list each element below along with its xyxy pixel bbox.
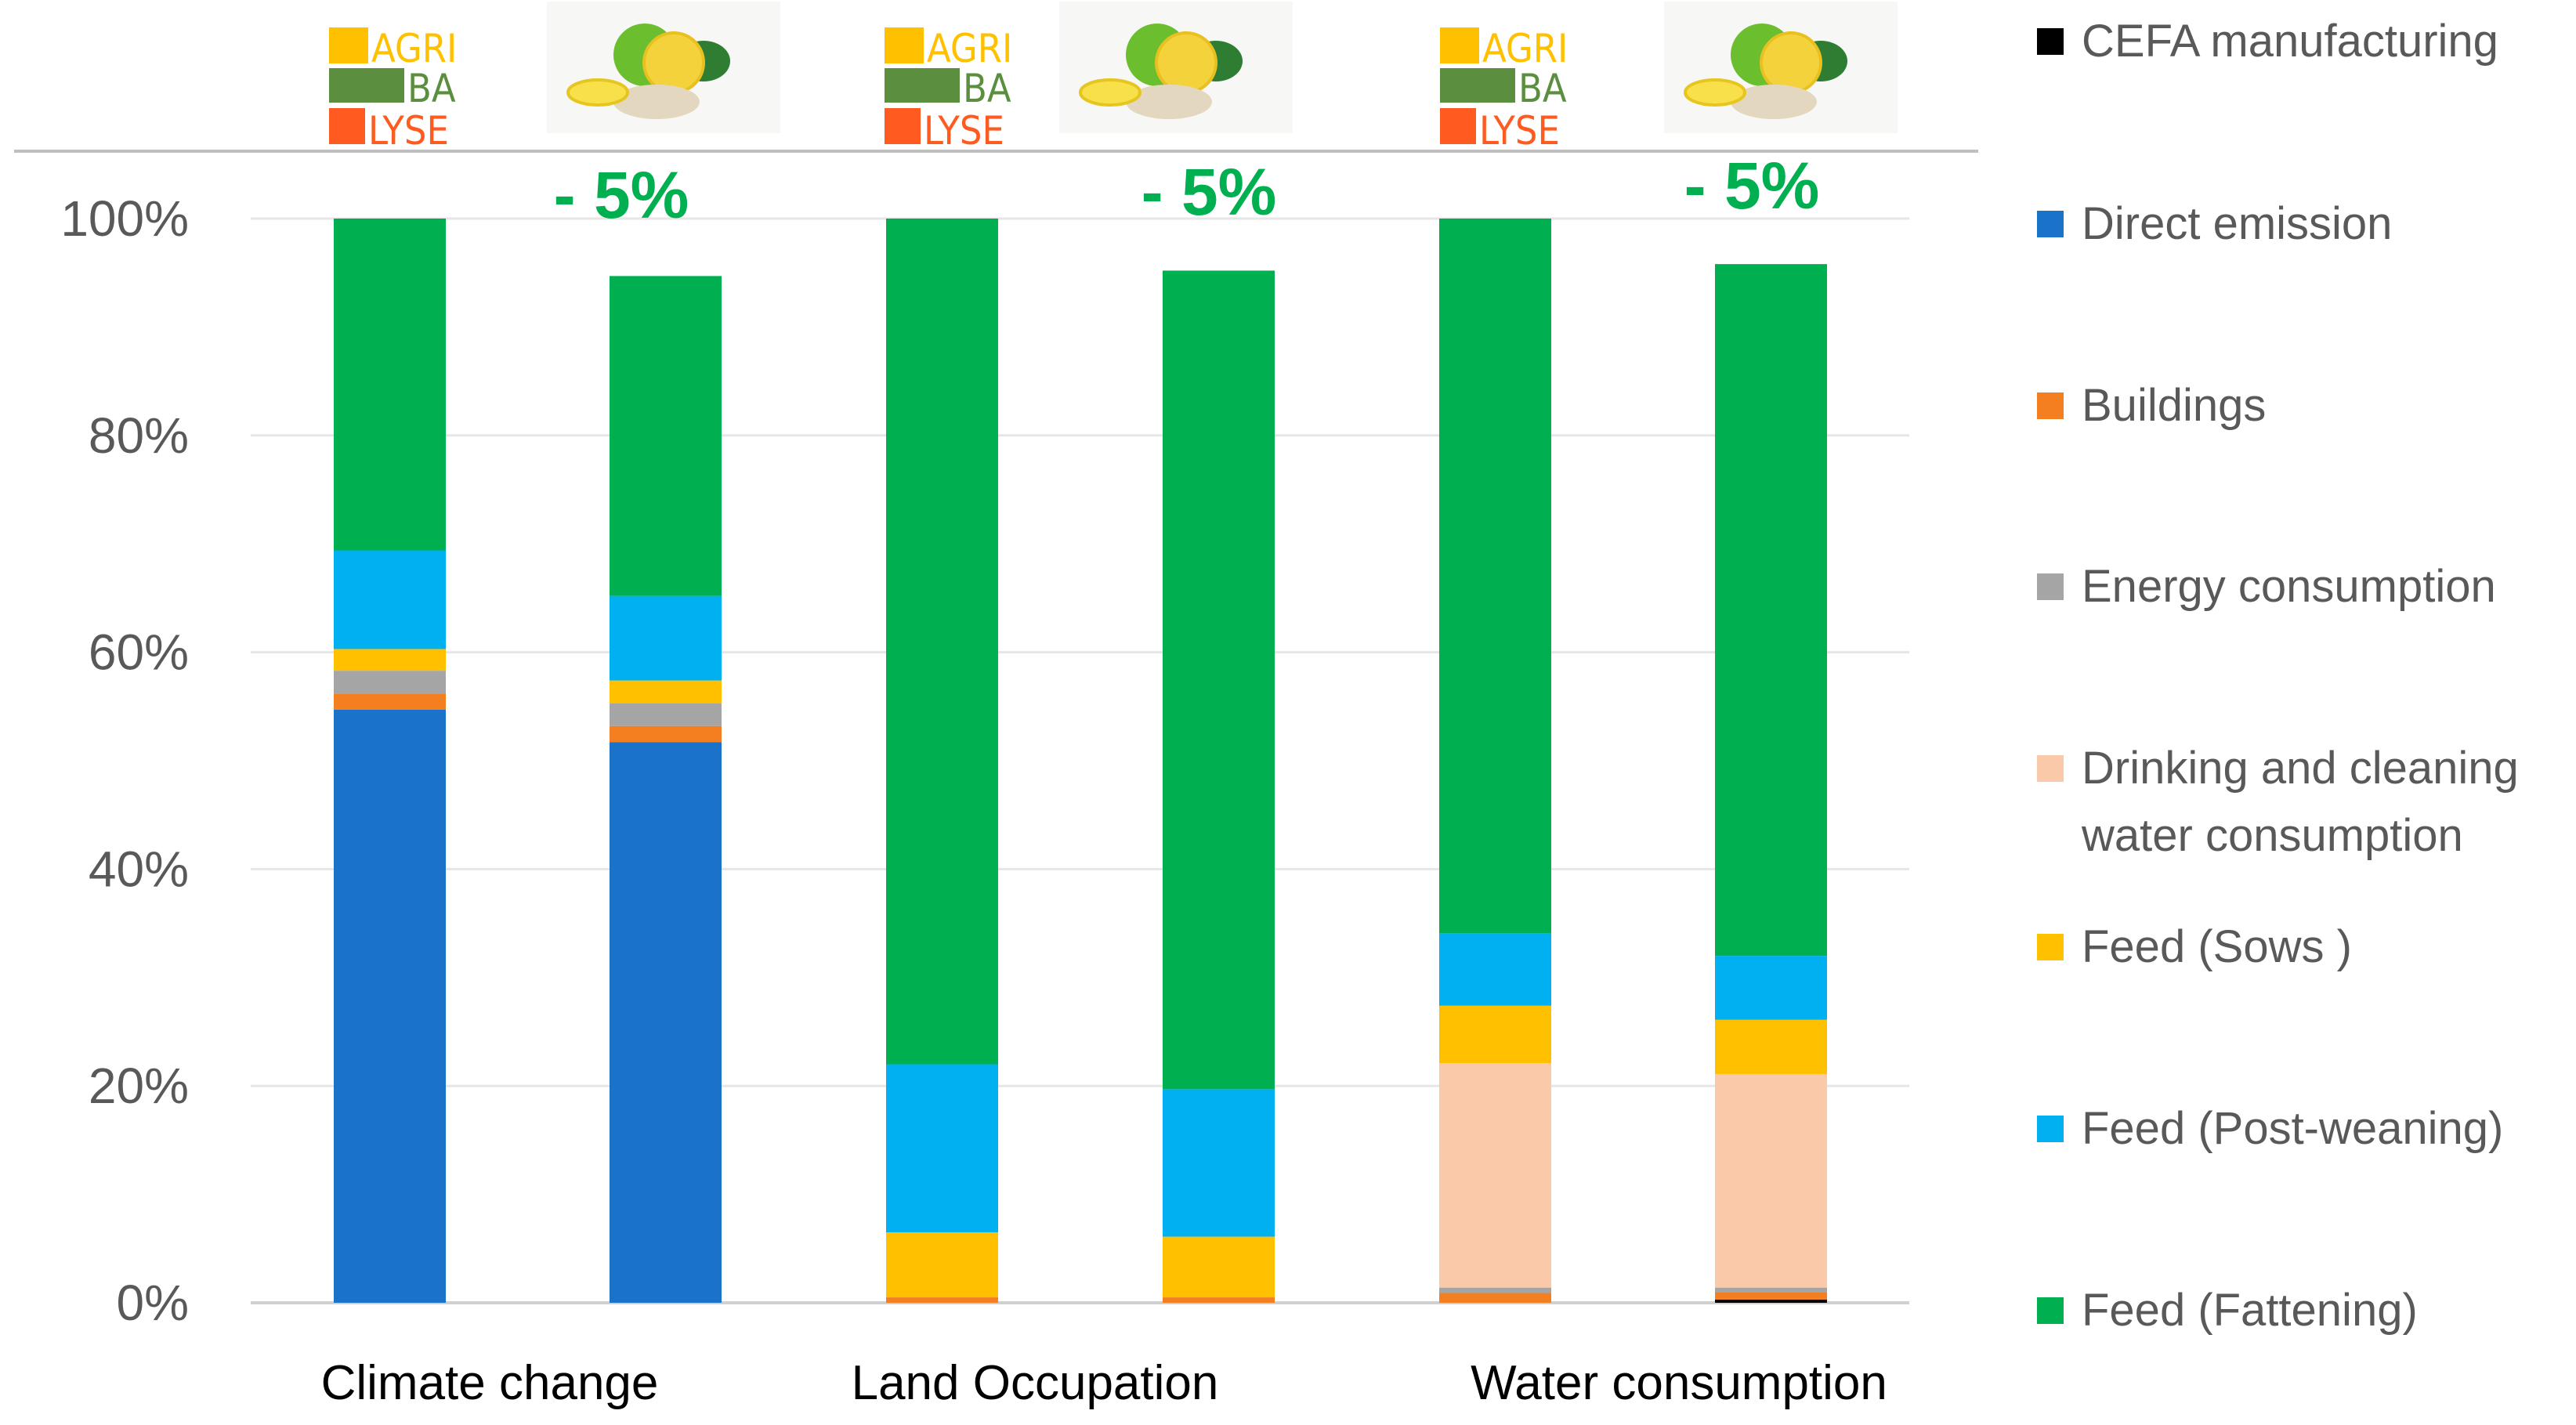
bar-segment-cefa-manufacturing	[1715, 1299, 1827, 1303]
lemon-slice-icon	[1079, 78, 1141, 107]
lemon-slice-icon	[1684, 78, 1746, 107]
bar-segment-feed-post-weaning	[1715, 956, 1827, 1020]
category-label: Land Occupation	[852, 1356, 1219, 1410]
bar-segment-feed-fattening	[1715, 264, 1827, 957]
legend-swatch	[2037, 1116, 2064, 1142]
legend-label: water consumption	[2081, 810, 2463, 861]
legend-label: CEFA manufacturing	[2082, 16, 2498, 67]
bar-segment-feed-fattening	[886, 219, 998, 1065]
bar-segment-feed-post-weaning	[334, 550, 446, 649]
agribalyse-logo	[329, 68, 404, 103]
y-tick-label: 20%	[89, 1058, 189, 1114]
category-label: Climate change	[321, 1356, 659, 1410]
y-tick-label: 100%	[60, 190, 189, 247]
agribalyse-logo-text: BA	[1518, 66, 1567, 111]
bar-segment-feed-post-weaning	[610, 595, 722, 681]
agribalyse-logo-text: AGRI	[1482, 26, 1568, 71]
powder-icon	[1126, 85, 1212, 119]
category-label: Water consumption	[1471, 1356, 1887, 1410]
y-tick-label: 0%	[117, 1275, 190, 1331]
bar-segment-feed-fattening	[1439, 219, 1551, 934]
y-tick-label: 80%	[89, 407, 189, 464]
agribalyse-logo	[329, 27, 368, 63]
agribalyse-logo	[329, 108, 365, 144]
agribalyse-logo-text: AGRI	[371, 26, 457, 71]
bar-segment-buildings	[1163, 1297, 1275, 1303]
powder-icon	[1731, 85, 1817, 119]
bar-segment-feed-sows	[886, 1232, 998, 1298]
legend-swatch	[2037, 755, 2064, 782]
bar-segment-feed-sows	[1163, 1236, 1275, 1298]
bar-segment-feed-sows	[1715, 1019, 1827, 1074]
bar-segment-energy-consumption	[610, 703, 722, 726]
agribalyse-logo-text: LYSE	[924, 108, 1004, 154]
bar-segment-drinking-and-cleaning-water-consumption	[1715, 1073, 1827, 1288]
agribalyse-logo-text: BA	[407, 66, 456, 111]
y-tick-label: 60%	[89, 624, 189, 681]
bar-segment-buildings	[886, 1297, 998, 1303]
lemon-half-icon	[1760, 31, 1822, 94]
reduction-annotation: - 5%	[1141, 155, 1277, 229]
bar-segment-buildings	[1439, 1293, 1551, 1303]
lemon-half-icon	[1155, 31, 1217, 94]
legend-label: Drinking and cleaning	[2082, 743, 2519, 794]
legend-label: Feed (Fattening)	[2082, 1285, 2418, 1336]
legend-swatch	[2037, 934, 2064, 960]
agribalyse-logo-text: LYSE	[368, 108, 449, 154]
bar-segment-energy-consumption	[334, 671, 446, 694]
bar-segment-buildings	[1715, 1292, 1827, 1300]
bar-segment-direct-emission	[334, 709, 446, 1303]
lemon-slice-icon	[566, 78, 629, 107]
bar-segment-direct-emission	[610, 742, 722, 1303]
lemon-half-icon	[642, 31, 705, 94]
legend-label: Energy consumption	[2082, 561, 2496, 612]
reduction-annotation: - 5%	[1684, 149, 1820, 222]
bar-segment-drinking-and-cleaning-water-consumption	[1439, 1063, 1551, 1288]
bar-segment-feed-fattening	[1163, 270, 1275, 1090]
agribalyse-logo	[1440, 108, 1476, 144]
reduction-annotation: - 5%	[554, 158, 689, 232]
legend-swatch	[2037, 211, 2064, 237]
agribalyse-logo	[885, 108, 921, 144]
agribalyse-logo	[885, 27, 924, 63]
bar-segment-buildings	[610, 725, 722, 743]
bar-segment-feed-sows	[610, 680, 722, 703]
bar-segment-feed-sows	[334, 649, 446, 671]
legend-swatch	[2037, 573, 2064, 600]
bar-segment-feed-fattening	[610, 276, 722, 596]
bar-segment-feed-fattening	[334, 219, 446, 551]
legend-label: Feed (Post-weaning)	[2082, 1103, 2503, 1154]
legend-label: Feed (Sows )	[2082, 921, 2352, 972]
y-tick-label: 40%	[89, 841, 189, 897]
agribalyse-logo	[1440, 68, 1515, 103]
legend-swatch	[2037, 28, 2064, 55]
legend-swatch	[2037, 392, 2064, 419]
agribalyse-logo-text: LYSE	[1479, 108, 1560, 154]
agribalyse-logo	[885, 68, 960, 103]
powder-icon	[613, 85, 700, 119]
legend-label: Direct emission	[2082, 198, 2392, 249]
agribalyse-logo	[1440, 27, 1479, 63]
bar-segment-buildings	[334, 693, 446, 710]
agribalyse-logo-text: AGRI	[927, 26, 1012, 71]
bar-segment-feed-sows	[1439, 1005, 1551, 1064]
bar-segment-feed-post-weaning	[1439, 933, 1551, 1006]
legend-swatch	[2037, 1297, 2064, 1324]
bar-segment-energy-consumption	[1715, 1287, 1827, 1293]
bar-segment-feed-post-weaning	[1163, 1089, 1275, 1237]
bar-segment-energy-consumption	[1439, 1287, 1551, 1293]
legend-label: Buildings	[2082, 380, 2266, 431]
agribalyse-logo-text: BA	[963, 66, 1011, 111]
bar-segment-feed-post-weaning	[886, 1064, 998, 1233]
